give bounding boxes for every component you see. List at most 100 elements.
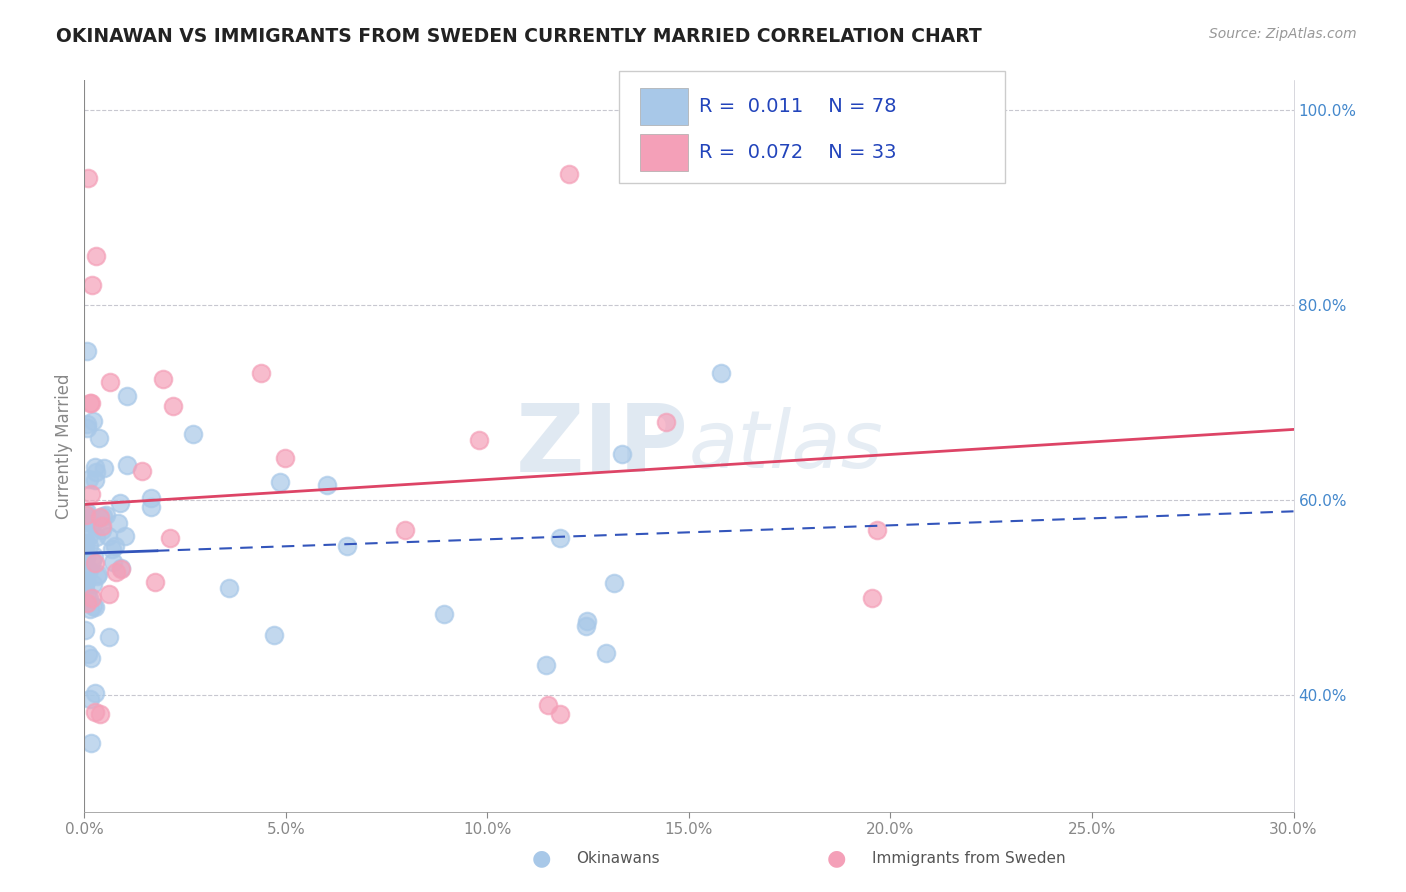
Point xyxy=(263,628,285,642)
Point xyxy=(75,562,97,576)
Point xyxy=(860,591,883,605)
Point xyxy=(75,551,97,566)
Point xyxy=(162,399,184,413)
Point xyxy=(394,523,416,537)
Point xyxy=(75,578,97,592)
Point xyxy=(98,587,121,601)
Point xyxy=(131,464,153,478)
Point xyxy=(91,523,114,537)
Point xyxy=(84,705,107,719)
Point xyxy=(548,706,571,721)
Point xyxy=(89,431,111,445)
Point xyxy=(84,599,107,614)
Point xyxy=(468,433,491,447)
Point xyxy=(75,532,97,546)
Point xyxy=(77,170,100,185)
Point xyxy=(83,549,105,563)
Point xyxy=(79,602,101,616)
Point xyxy=(84,473,107,487)
Text: Source: ZipAtlas.com: Source: ZipAtlas.com xyxy=(1209,27,1357,41)
Point xyxy=(75,574,97,588)
Point xyxy=(75,513,97,527)
Point xyxy=(104,566,127,580)
Point xyxy=(97,630,120,644)
Point xyxy=(77,539,100,553)
Point xyxy=(77,647,100,661)
Point xyxy=(75,536,97,550)
Point xyxy=(80,487,103,501)
Point xyxy=(77,591,100,606)
Point xyxy=(80,736,103,750)
Point xyxy=(89,707,111,722)
Text: ●: ● xyxy=(531,848,551,868)
Point xyxy=(83,556,105,570)
Point xyxy=(336,539,359,553)
Point xyxy=(107,516,129,531)
Point xyxy=(139,500,162,514)
Point xyxy=(75,559,97,574)
Point xyxy=(575,619,598,633)
Point xyxy=(77,472,100,486)
Point xyxy=(537,698,560,713)
Point xyxy=(84,530,107,544)
Point xyxy=(269,475,291,489)
Point xyxy=(82,577,104,591)
Point xyxy=(710,366,733,380)
Text: R =  0.011    N = 78: R = 0.011 N = 78 xyxy=(699,97,896,116)
Point xyxy=(159,531,181,545)
Point xyxy=(76,595,98,609)
Point xyxy=(655,415,678,429)
Point xyxy=(89,510,111,524)
Point xyxy=(274,450,297,465)
Point xyxy=(82,516,104,530)
Point xyxy=(98,375,121,389)
Point xyxy=(110,562,132,576)
Point xyxy=(84,460,107,475)
Point xyxy=(432,607,454,622)
Point xyxy=(76,511,98,525)
Point xyxy=(76,417,98,431)
Point xyxy=(75,575,97,590)
Point xyxy=(76,508,98,523)
Point xyxy=(76,505,98,519)
Point xyxy=(110,560,132,574)
Point xyxy=(86,569,108,583)
Point xyxy=(79,395,101,409)
Point xyxy=(76,344,98,359)
Point xyxy=(82,599,104,614)
Text: OKINAWAN VS IMMIGRANTS FROM SWEDEN CURRENTLY MARRIED CORRELATION CHART: OKINAWAN VS IMMIGRANTS FROM SWEDEN CURRE… xyxy=(56,27,981,45)
Point xyxy=(80,554,103,568)
Point xyxy=(115,458,138,473)
Text: ZIP: ZIP xyxy=(516,400,689,492)
Point xyxy=(110,496,132,510)
Point xyxy=(94,508,117,523)
Text: atlas: atlas xyxy=(689,407,884,485)
Point xyxy=(97,529,120,543)
Point xyxy=(75,542,97,557)
Point xyxy=(91,519,114,533)
Point xyxy=(575,614,598,628)
Text: R =  0.072    N = 33: R = 0.072 N = 33 xyxy=(699,144,896,162)
Point xyxy=(534,657,557,672)
Point xyxy=(139,491,162,505)
Text: Immigrants from Sweden: Immigrants from Sweden xyxy=(872,851,1066,865)
Y-axis label: Currently Married: Currently Married xyxy=(55,373,73,519)
Point xyxy=(75,508,97,522)
Point xyxy=(80,650,103,665)
Point xyxy=(79,691,101,706)
Point xyxy=(89,510,111,524)
Point xyxy=(77,529,100,543)
Point xyxy=(80,395,103,409)
Point xyxy=(100,542,122,557)
Point xyxy=(84,686,107,700)
Point xyxy=(87,567,110,582)
Point xyxy=(91,508,114,523)
Point xyxy=(143,575,166,590)
Point xyxy=(115,389,138,403)
Point xyxy=(77,513,100,527)
Point xyxy=(114,529,136,543)
Point xyxy=(181,427,204,442)
Point xyxy=(77,563,100,577)
Point xyxy=(316,478,339,492)
Point xyxy=(104,539,127,553)
